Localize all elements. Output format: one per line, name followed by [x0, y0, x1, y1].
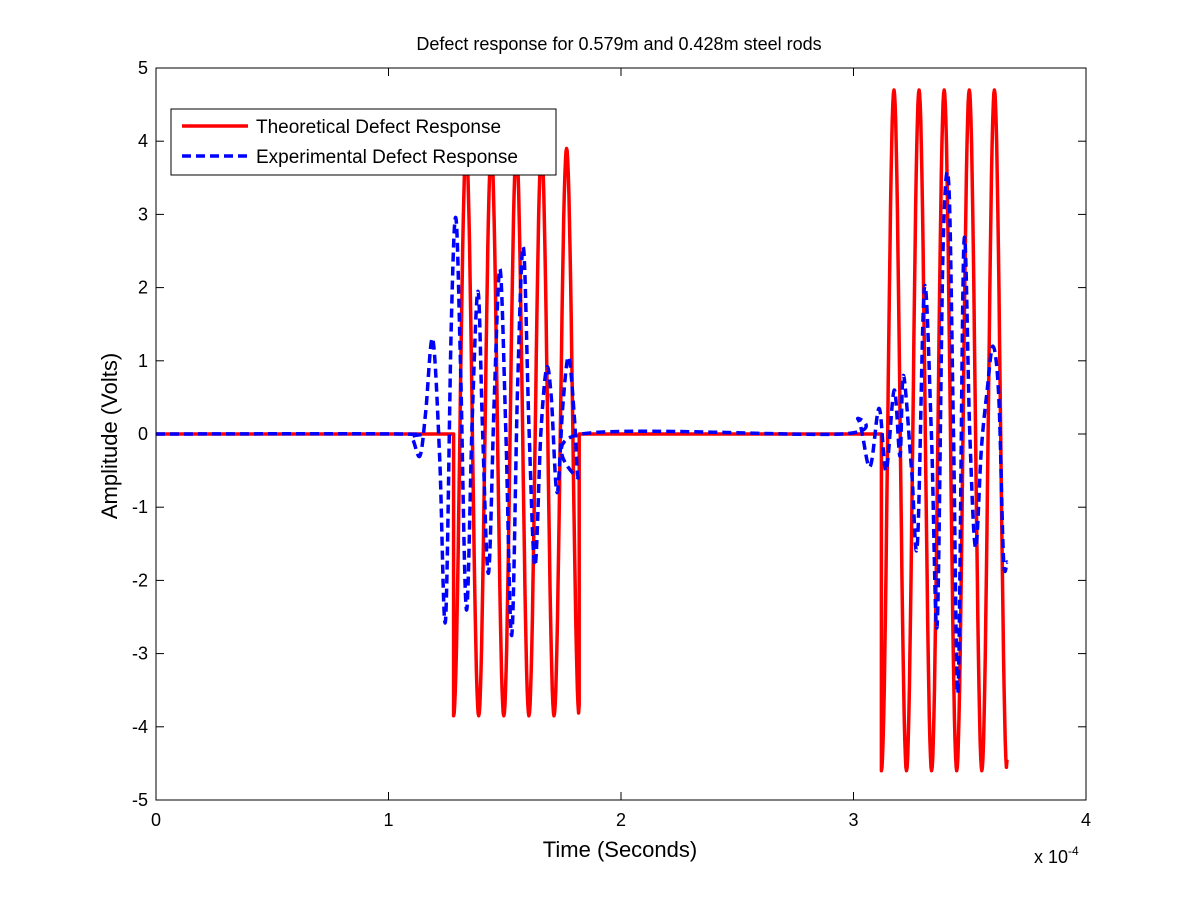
- y-tick-label: 4: [138, 131, 148, 151]
- series-line-theoretical: [156, 88, 1009, 773]
- y-tick-label: 2: [138, 278, 148, 298]
- x-tick-label: 1: [383, 810, 393, 830]
- axes-frame: [155, 67, 1087, 801]
- y-tick-label: -2: [132, 570, 148, 590]
- x-tick-label: 4: [1081, 810, 1091, 830]
- legend-box: [170, 108, 557, 176]
- legend-label-theoretical: Theoretical Defect Response: [256, 117, 501, 138]
- y-tick-label: 1: [138, 351, 148, 371]
- x-axis-title: Time (Seconds): [543, 837, 697, 862]
- x-scale-exponent: -4: [1068, 844, 1079, 858]
- y-tick-label: -5: [132, 790, 148, 810]
- chart-title: Defect response for 0.579m and 0.428m st…: [416, 34, 821, 54]
- y-axis-title: Amplitude (Volts): [97, 353, 122, 519]
- series-line-experimental: [155, 170, 1009, 696]
- y-tick-label: -4: [132, 717, 148, 737]
- x-tick-label: 3: [848, 810, 858, 830]
- y-tick-label: -1: [132, 497, 148, 517]
- x-tick-label: 0: [151, 810, 161, 830]
- series-layer: [155, 88, 1009, 773]
- y-tick-label: 3: [138, 204, 148, 224]
- legend-label-experimental: Experimental Defect Response: [256, 147, 518, 168]
- x-tick-label: 2: [616, 810, 626, 830]
- y-tick-label: -3: [132, 644, 148, 664]
- y-tick-label: 0: [138, 424, 148, 444]
- y-tick-label: 5: [138, 58, 148, 78]
- x-scale-multiplier: x 10-4: [1034, 844, 1079, 867]
- legend: Theoretical Defect Response Experimental…: [170, 108, 557, 176]
- x-scale-base: x 10: [1034, 847, 1068, 867]
